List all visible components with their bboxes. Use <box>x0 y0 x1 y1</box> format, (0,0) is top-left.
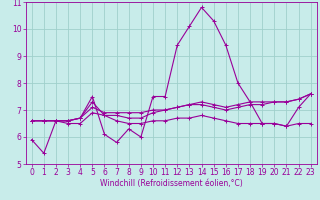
X-axis label: Windchill (Refroidissement éolien,°C): Windchill (Refroidissement éolien,°C) <box>100 179 243 188</box>
